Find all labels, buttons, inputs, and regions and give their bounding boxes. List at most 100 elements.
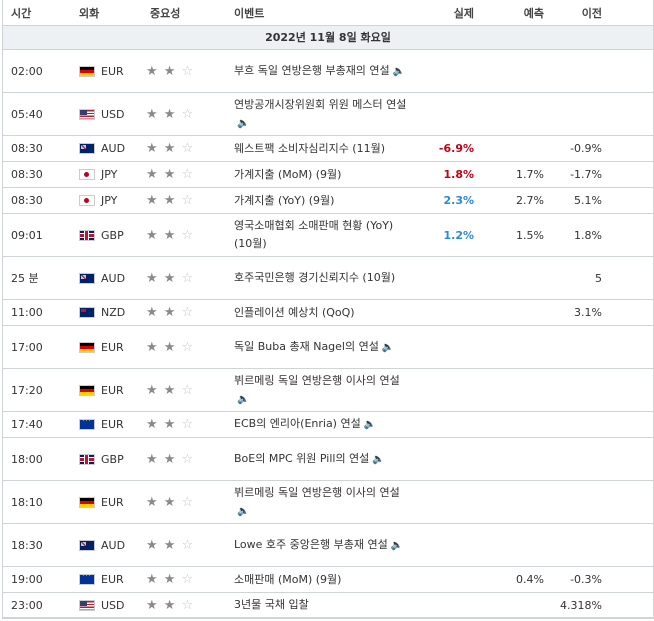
event-title[interactable]: Lowe 호주 중앙은행 부총재 연설 xyxy=(234,537,388,551)
header-actual[interactable]: 실제 xyxy=(453,6,474,20)
star-filled-icon: ★ xyxy=(163,572,177,587)
star-filled-icon: ★ xyxy=(146,339,159,355)
event-title[interactable]: 웨스트팩 소비자심리지수 (11월) xyxy=(234,141,386,155)
currency-cell: EUR xyxy=(73,573,138,586)
star-filled-icon: ★ xyxy=(163,227,177,243)
event-row[interactable]: 17:40EUR★ ★ ☆ECB의 엔리아(Enria) 연설🔈 xyxy=(3,412,653,438)
event-row[interactable]: 02:00 EUR ★ ★ ☆ 부흐 독일 연방은행 부총재의 연설 🔈 xyxy=(3,50,653,93)
currency-code: USD xyxy=(101,107,125,121)
event-title[interactable]: 부흐 독일 연방은행 부총재의 연설 xyxy=(234,63,390,77)
star-filled-icon: ★ xyxy=(146,597,159,613)
header-previous[interactable]: 이전 xyxy=(581,6,602,20)
event-time: 19:00 xyxy=(11,573,43,586)
currency-code: EUR xyxy=(101,495,124,509)
currency-cell: EUR xyxy=(73,384,138,397)
event-title[interactable]: 독일 Buba 총재 Nagel의 연설 xyxy=(234,339,379,353)
header-time[interactable]: 시간 xyxy=(11,6,32,20)
event-row[interactable]: 18:30 AUD ★ ★ ☆ Lowe 호주 중앙은행 부총재 연설 🔈 xyxy=(3,524,653,567)
event-row[interactable]: 18:00 GBP ★ ★ ☆ BoE의 MPC 위원 Pill의 연설 🔈 xyxy=(3,438,653,481)
currency-code: USD xyxy=(101,598,125,612)
event-time: 17:00 xyxy=(11,340,43,354)
event-title[interactable]: 뷔르메링 독일 연방은행 이사의 연설 xyxy=(234,373,400,387)
event-row[interactable]: 08:30 JPY ★ ★ ☆ 가계지출 (MoM) (9월) 1.8% 1.7% -1.7… xyxy=(3,162,653,188)
event-name[interactable]: 부흐 독일 연방은행 부총재의 연설 🔈 xyxy=(228,62,408,81)
event-name[interactable]: 인플레이션 예상치 (QoQ) xyxy=(228,304,408,322)
currency-code: JPY xyxy=(101,168,118,181)
event-row[interactable]: 25 분 AUD ★ ★ ☆ 호주국민은행 경기신뢰지수 (10월) 5 xyxy=(3,257,653,300)
currency-cell: JPY xyxy=(73,194,138,207)
de-flag-icon xyxy=(79,496,95,508)
currency-code: EUR xyxy=(101,383,124,397)
actual-value: 1.8% xyxy=(443,168,474,181)
currency-code: JPY xyxy=(101,194,118,207)
event-row[interactable]: 08:30 JPY ★ ★ ☆ 가계지출 (YoY) (9월) 2.3% 2.7% 5.1% xyxy=(3,188,653,214)
currency-cell: AUD xyxy=(73,272,138,285)
currency-code: EUR xyxy=(101,64,124,78)
importance-stars: ★ ★ ☆ xyxy=(138,495,228,510)
star-empty-icon: ☆ xyxy=(181,417,195,432)
event-name[interactable]: 3년물 국채 입찰 xyxy=(228,596,408,614)
importance-stars: ★ ★ ☆ xyxy=(138,538,228,553)
currency-cell: GBP xyxy=(73,229,138,242)
event-title[interactable]: 호주국민은행 경기신뢰지수 (10월) xyxy=(234,271,396,284)
event-title[interactable]: 연방공개시장위원회 위원 메스터 연설 xyxy=(234,97,407,111)
event-title[interactable]: 영국소매협회 소매판매 현황 (YoY) (10월) xyxy=(234,219,394,250)
event-name[interactable]: 가계지출 (MoM) (9월) xyxy=(228,166,408,184)
event-name[interactable]: 뷔르메링 독일 연방은행 이사의 연설 🔈 xyxy=(228,484,408,521)
event-title[interactable]: 가계지출 (YoY) (9월) xyxy=(234,193,335,207)
event-name[interactable]: 영국소매협회 소매판매 현황 (YoY) (10월) xyxy=(228,217,408,253)
nz-flag-icon xyxy=(79,307,95,318)
event-name[interactable]: 가계지출 (YoY) (9월) xyxy=(228,192,408,210)
event-name[interactable]: 뷔르메링 독일 연방은행 이사의 연설 🔈 xyxy=(228,372,408,409)
event-row[interactable]: 05:40 USD ★ ★ ☆ 연방공개시장위원회 위원 메스터 연설 🔈 xyxy=(3,93,653,136)
event-name[interactable]: 웨스트팩 소비자심리지수 (11월) xyxy=(228,140,408,158)
header-forecast[interactable]: 예측 xyxy=(523,6,544,20)
event-row[interactable]: 17:20 EUR ★ ★ ☆ 뷔르메링 독일 연방은행 이사의 연설 🔈 xyxy=(3,369,653,412)
event-name[interactable]: 독일 Buba 총재 Nagel의 연설 🔈 xyxy=(228,338,408,357)
event-title[interactable]: BoE의 MPC 위원 Pill의 연설 xyxy=(234,451,370,465)
event-row[interactable]: 17:00 EUR ★ ★ ☆ 독일 Buba 총재 Nagel의 연설 🔈 xyxy=(3,326,653,369)
star-filled-icon: ★ xyxy=(163,382,177,398)
previous-value: -0.9% xyxy=(570,142,602,155)
event-name[interactable]: 연방공개시장위원회 위원 메스터 연설 🔈 xyxy=(228,96,408,133)
star-filled-icon: ★ xyxy=(146,494,159,510)
event-row[interactable]: 11:00 NZD ★ ★ ☆ 인플레이션 예상치 (QoQ) 3.1% xyxy=(3,300,653,326)
currency-code: AUD xyxy=(101,271,126,285)
header-currency[interactable]: 외화 xyxy=(79,6,100,20)
event-name[interactable]: 소매판매 (MoM) (9월) xyxy=(228,571,408,589)
header-event[interactable]: 이벤트 xyxy=(234,6,265,20)
event-name[interactable]: ECB의 엔리아(Enria) 연설 🔈 xyxy=(228,415,408,434)
star-filled-icon: ★ xyxy=(163,193,177,208)
star-filled-icon: ★ xyxy=(146,63,159,79)
event-title[interactable]: 가계지출 (MoM) (9월) xyxy=(234,167,342,181)
event-time: 08:30 xyxy=(11,168,43,181)
importance-stars: ★ ★ ☆ xyxy=(138,305,228,320)
star-filled-icon: ★ xyxy=(163,597,177,613)
event-time: 18:00 xyxy=(11,452,43,466)
eu-flag-icon xyxy=(79,574,95,585)
event-title[interactable]: ECB의 엔리아(Enria) 연설 xyxy=(234,417,361,430)
event-row[interactable]: 08:30 AUD ★ ★ ☆ 웨스트팩 소비자심리지수 (11월) -6.9% -0.9… xyxy=(3,136,653,162)
jp-flag-icon xyxy=(79,195,95,206)
star-filled-icon: ★ xyxy=(146,106,159,122)
previous-value: -1.7% xyxy=(570,168,602,181)
jp-flag-icon xyxy=(79,169,95,180)
star-filled-icon: ★ xyxy=(146,193,159,208)
event-row[interactable]: 19:00 EUR ★ ★ ☆ 소매판매 (MoM) (9월) 0.4% -0.3% xyxy=(3,567,653,593)
speaker-icon: 🔈 xyxy=(392,65,406,77)
header-importance[interactable]: 중요성 xyxy=(150,6,181,20)
event-row[interactable]: 18:10 EUR ★ ★ ☆ 뷔르메링 독일 연방은행 이사의 연설 🔈 xyxy=(3,481,653,524)
event-title[interactable]: 3년물 국채 입찰 xyxy=(234,598,309,611)
star-filled-icon: ★ xyxy=(146,141,159,156)
event-row[interactable]: 09:01 GBP ★ ★ ☆ 영국소매협회 소매판매 현황 (YoY) (10월) 1… xyxy=(3,214,653,257)
event-title[interactable]: 소매판매 (MoM) (9월) xyxy=(234,572,342,586)
event-row[interactable]: 23:00 USD ★ ★ ☆ 3년물 국채 입찰 4.318% xyxy=(3,593,653,618)
event-name[interactable]: BoE의 MPC 위원 Pill의 연설 🔈 xyxy=(228,450,408,469)
event-title[interactable]: 뷔르메링 독일 연방은행 이사의 연설 xyxy=(234,485,400,499)
star-empty-icon: ☆ xyxy=(181,167,195,182)
previous-value: 5.1% xyxy=(574,194,602,207)
star-empty-icon: ☆ xyxy=(181,451,195,467)
event-title[interactable]: 인플레이션 예상치 (QoQ) xyxy=(234,305,355,319)
event-name[interactable]: 호주국민은행 경기신뢰지수 (10월) xyxy=(228,269,408,287)
event-name[interactable]: Lowe 호주 중앙은행 부총재 연설 🔈 xyxy=(228,536,408,555)
